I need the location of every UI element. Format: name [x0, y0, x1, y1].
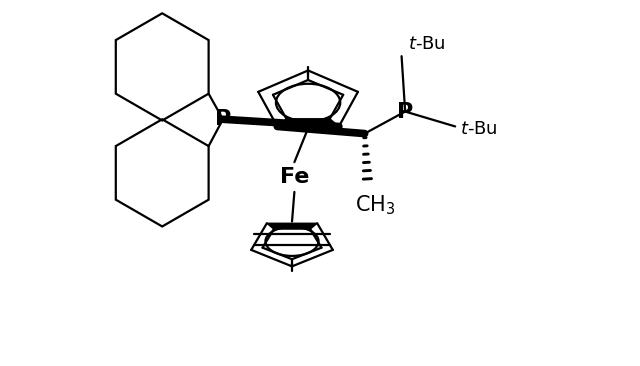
Polygon shape: [277, 119, 339, 127]
Text: P: P: [215, 109, 231, 129]
Text: P: P: [397, 101, 413, 122]
Text: $\it{t}$-Bu: $\it{t}$-Bu: [408, 35, 445, 53]
Text: CH$_3$: CH$_3$: [355, 194, 395, 217]
Text: $\it{t}$-Bu: $\it{t}$-Bu: [460, 120, 497, 138]
Text: Fe: Fe: [280, 167, 309, 187]
Polygon shape: [267, 223, 317, 229]
